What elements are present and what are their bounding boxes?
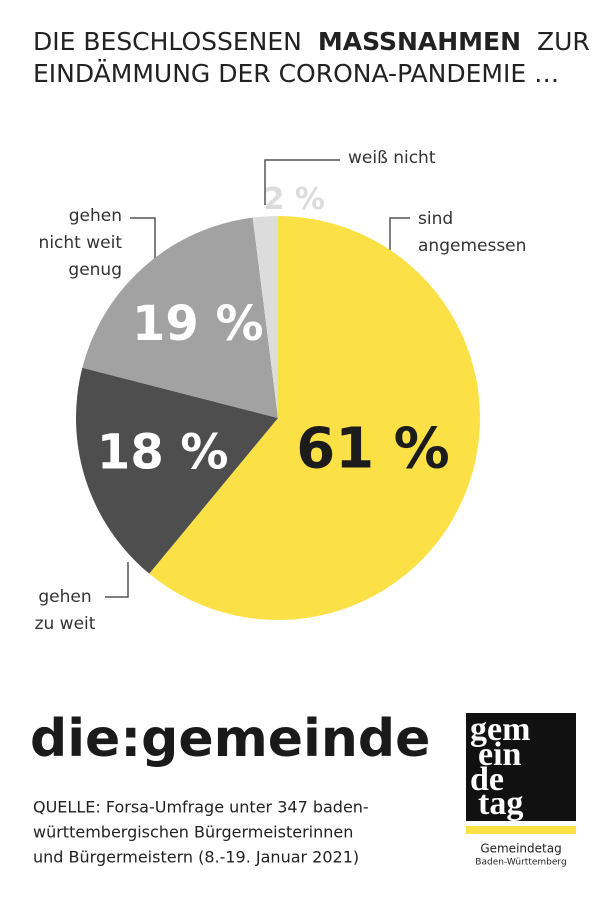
category-label: gehen nicht weit genug xyxy=(38,206,122,280)
pie-slice xyxy=(252,216,278,418)
value-label: 19 % xyxy=(132,296,264,352)
logo-mark: gem ein de tag xyxy=(470,711,530,822)
brand: die:gemeinde xyxy=(30,709,430,769)
pie: 61 % 18 % 19 % 2 % xyxy=(76,182,480,620)
category-label: sind angemessen xyxy=(418,209,527,256)
category-label: gehen zu weit xyxy=(34,587,96,634)
title-part: ZUR xyxy=(537,27,590,56)
title-part: DIE BESCHLOSSENEN xyxy=(33,27,302,56)
logo-letters: ein xyxy=(478,736,522,773)
title: DIE BESCHLOSSENEN MASSNAHMEN ZUR xyxy=(33,27,590,56)
leader-line xyxy=(389,217,410,262)
pie-slice xyxy=(149,216,480,620)
pie-slice xyxy=(76,367,279,574)
source: QUELLE: Forsa-Umfrage unter 347 baden- xyxy=(33,798,369,817)
leader-line xyxy=(105,562,129,598)
logo-region: Baden-Württemberg xyxy=(475,858,566,868)
title: EINDÄMMUNG DER CORONA-PANDEMIE … xyxy=(33,59,559,88)
leader-line xyxy=(264,159,340,205)
value-label: 18 % xyxy=(97,424,229,480)
source: und Bürgermeistern (8.-19. Januar 2021) xyxy=(33,848,359,867)
logo-letters: gem xyxy=(470,711,530,748)
logo-letters: tag xyxy=(478,785,523,822)
logo-bar xyxy=(466,826,576,834)
value-label: 2 % xyxy=(264,182,325,217)
source: württembergischen Bürgermeisterinnen xyxy=(33,823,353,842)
logo-letters: de xyxy=(470,761,504,798)
value-label: 61 % xyxy=(296,416,450,481)
title-part: MASSNAHMEN xyxy=(318,27,521,56)
logo-name: Gemeindetag xyxy=(480,842,561,856)
leader-lines xyxy=(105,159,410,598)
pie-slice xyxy=(82,217,279,418)
category-label: weiß nicht xyxy=(348,148,436,168)
logo-box xyxy=(466,713,576,821)
